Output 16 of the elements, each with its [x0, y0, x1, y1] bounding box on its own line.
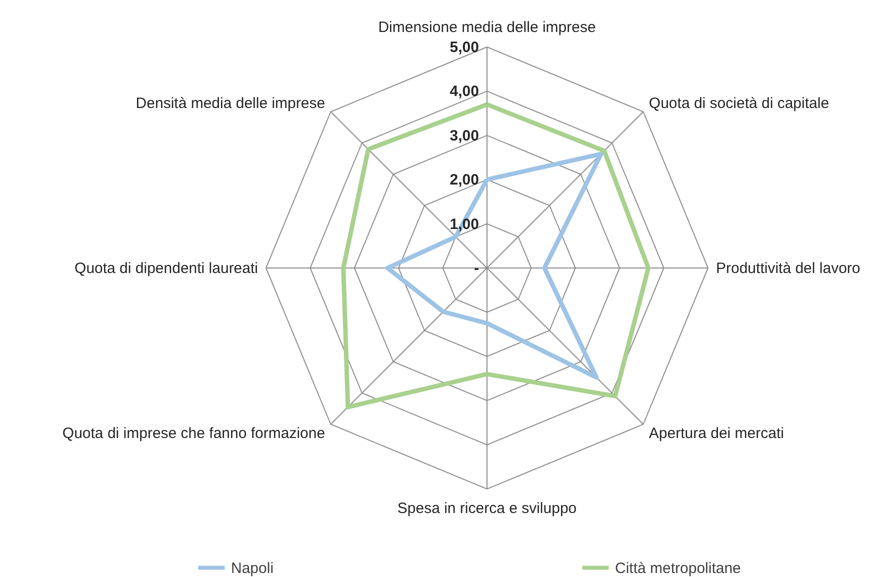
y-tick-label: -: [474, 260, 479, 277]
spoke-label: Dimensione media delle imprese: [378, 19, 596, 36]
spoke-label: Densità media delle imprese: [136, 95, 326, 112]
spoke-label: Spesa in ricerca e sviluppo: [397, 500, 577, 517]
y-tick-label: 4,00: [450, 83, 479, 100]
y-tick-label: 3,00: [450, 127, 479, 144]
spoke-label: Quota di imprese che fanno formazione: [62, 424, 326, 442]
spoke-label: Produttività del lavoro: [716, 260, 860, 277]
spoke-label: Quota di dipendenti laureati: [74, 260, 258, 277]
legend-label: Napoli: [231, 560, 274, 577]
y-tick-label: 2,00: [450, 172, 479, 189]
spoke-label: Apertura dei mercati: [648, 424, 784, 442]
legend-label: Città metropolitane: [615, 560, 741, 577]
y-tick-label: 5,00: [450, 39, 479, 56]
spoke-label: Quota di società di capitale: [648, 95, 830, 112]
y-tick-label: 1,00: [450, 216, 479, 233]
